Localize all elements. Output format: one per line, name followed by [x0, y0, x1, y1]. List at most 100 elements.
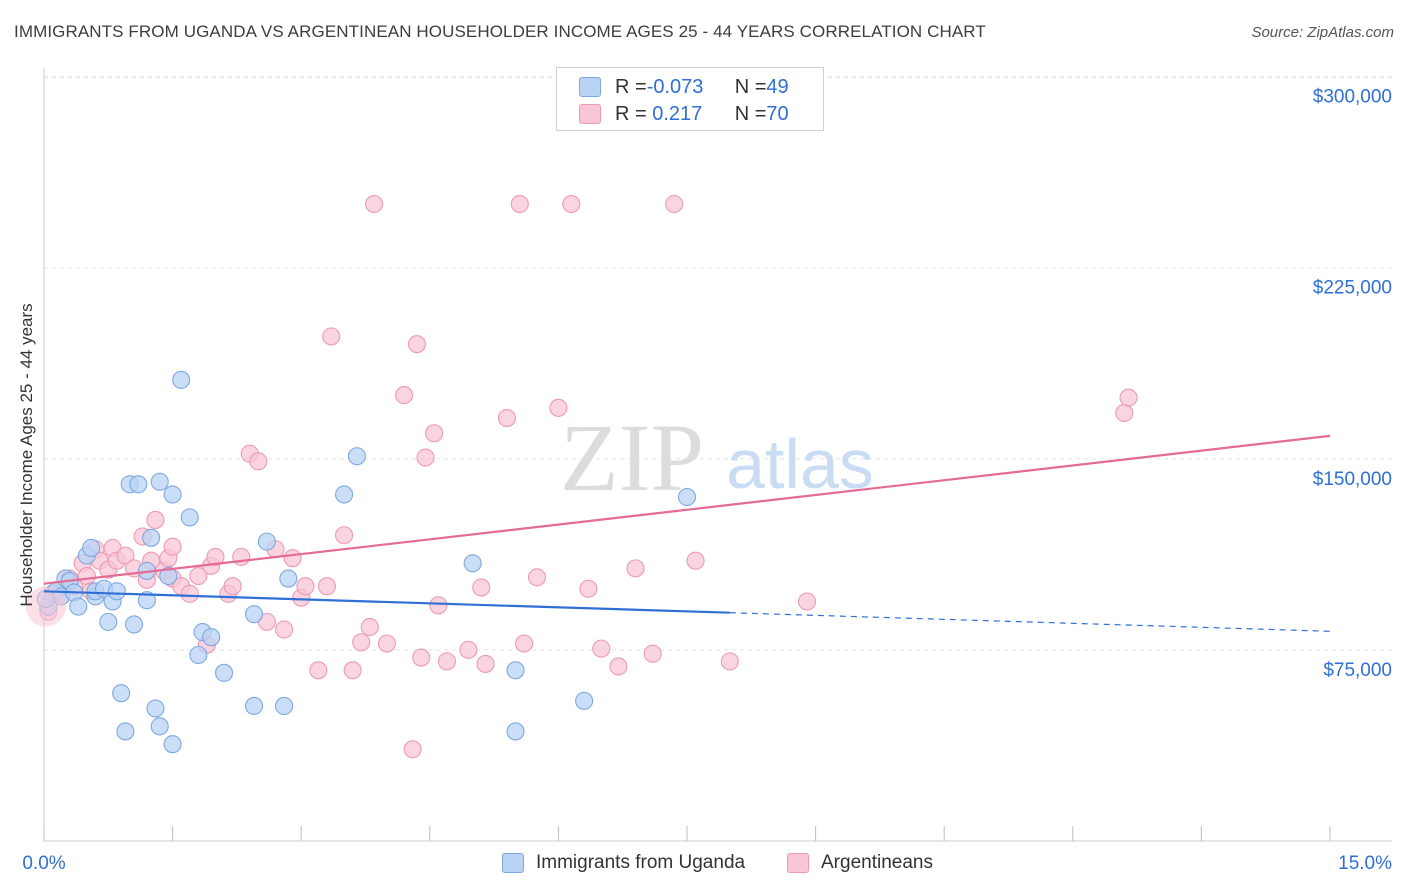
chart-title: IMMIGRANTS FROM UGANDA VS ARGENTINEAN HO…: [14, 22, 986, 41]
uganda-point: [257, 532, 276, 551]
y-tick-label: $75,000: [1323, 660, 1392, 681]
series-legend: Immigrants from Uganda Argentineans: [0, 852, 1406, 876]
uganda-point: [163, 485, 182, 504]
argentina-point: [686, 551, 705, 570]
uganda-point: [107, 582, 126, 601]
argentina-point: [643, 644, 662, 663]
legend-label: Argentineans: [821, 852, 933, 873]
argentina-point: [562, 194, 581, 214]
r-value: 0.217: [646, 102, 703, 125]
argentina-point: [549, 398, 568, 417]
uganda-point: [172, 370, 191, 389]
argentina-point: [797, 592, 817, 611]
argentina-point: [609, 657, 628, 676]
uganda-swatch: [502, 853, 524, 873]
argentina-swatch: [579, 104, 601, 124]
argentina-point: [395, 386, 414, 405]
uganda-point: [463, 554, 482, 573]
argentina-point: [665, 194, 684, 214]
y-tick-label: $300,000: [1313, 87, 1392, 108]
legend-item-uganda[interactable]: Immigrants from Uganda: [502, 852, 745, 874]
uganda-point: [163, 735, 182, 754]
argentina-point: [206, 547, 225, 566]
argentina-point: [296, 577, 315, 596]
uganda-point: [347, 447, 366, 466]
uganda-point: [69, 597, 88, 616]
argentina-point: [317, 577, 336, 596]
uganda-point: [129, 475, 148, 494]
argentina-trend-line: [43, 434, 1331, 585]
n-label: N =: [734, 75, 767, 98]
n-value: 70: [766, 102, 789, 125]
argentina-point: [352, 633, 371, 652]
uganda-point: [275, 696, 294, 716]
uganda-point: [335, 485, 354, 504]
argentina-point: [497, 408, 517, 428]
trend-layer: [43, 434, 1331, 632]
uganda-trend-extension: [729, 612, 1331, 632]
argentina-point: [283, 549, 302, 568]
argentina-point: [322, 327, 341, 346]
uganda-point: [180, 508, 199, 527]
uganda-trend-line: [43, 590, 730, 614]
uganda-point: [279, 569, 298, 588]
legend-row-uganda: R = -0.073 N = 49: [579, 74, 789, 100]
r-value: -0.073: [646, 75, 704, 98]
argentina-point: [77, 566, 96, 586]
uganda-point: [137, 591, 156, 610]
argentina-point: [163, 537, 182, 556]
uganda-point: [189, 645, 208, 665]
uganda-point: [150, 717, 169, 736]
argentina-point: [223, 577, 242, 596]
points-layer: [25, 194, 1138, 759]
uganda-point: [116, 722, 135, 741]
argentina-point: [365, 194, 384, 214]
y-tick-label: $225,000: [1313, 278, 1392, 299]
argentina-point: [189, 566, 208, 586]
legend-row-argentina: R = 0.217 N = 70: [579, 101, 789, 127]
argentina-point: [232, 547, 251, 566]
legend-label: Immigrants from Uganda: [536, 852, 746, 873]
correlation-legend: R = -0.073 N = 49 R = 0.217 N = 70: [556, 67, 824, 131]
argentina-point: [403, 740, 422, 759]
argentina-point: [720, 652, 739, 671]
argentina-point: [343, 661, 362, 680]
x-tick-label: 0.0%: [22, 853, 65, 874]
argentina-point: [1119, 388, 1138, 407]
n-value: 49: [766, 75, 789, 98]
axis-layer: [43, 68, 1392, 842]
argentina-point: [335, 526, 354, 545]
label-layer: $75,000 $150,000 $225,000 $300,000 0.0% 15.0%: [22, 87, 1392, 874]
argentina-cluster-point: [25, 586, 66, 627]
uganda-point: [146, 699, 165, 718]
argentina-point: [425, 424, 444, 443]
argentina-point: [309, 661, 328, 680]
argentina-point: [1115, 403, 1134, 422]
n-label: N =: [734, 102, 767, 125]
argentina-point: [416, 448, 435, 467]
argentina-point: [429, 596, 448, 615]
uganda-point: [677, 487, 697, 507]
argentina-point: [579, 579, 598, 598]
argentina-point: [459, 640, 478, 659]
argentina-point: [146, 510, 165, 530]
uganda-point: [244, 696, 264, 716]
y-tick-label: $150,000: [1313, 469, 1392, 490]
uganda-point: [506, 722, 525, 741]
argentina-point: [527, 568, 547, 587]
argentina-point: [180, 584, 199, 603]
argentina-point: [592, 639, 611, 658]
uganda-point: [159, 566, 178, 586]
uganda-point: [575, 691, 594, 710]
uganda-point: [112, 684, 131, 703]
uganda-point: [142, 528, 161, 547]
y-axis-label: Householder Income Ages 25 - 44 years: [17, 303, 36, 607]
argentina-point: [515, 634, 534, 653]
legend-item-argentina[interactable]: Argentineans: [787, 852, 933, 874]
chart-source: Source: ZipAtlas.com: [1251, 24, 1394, 41]
watermark: ZIP atlas: [560, 404, 874, 511]
argentina-point: [116, 546, 135, 565]
uganda-point: [202, 628, 221, 647]
r-label: R =: [615, 102, 647, 125]
argentina-swatch: [787, 853, 809, 873]
